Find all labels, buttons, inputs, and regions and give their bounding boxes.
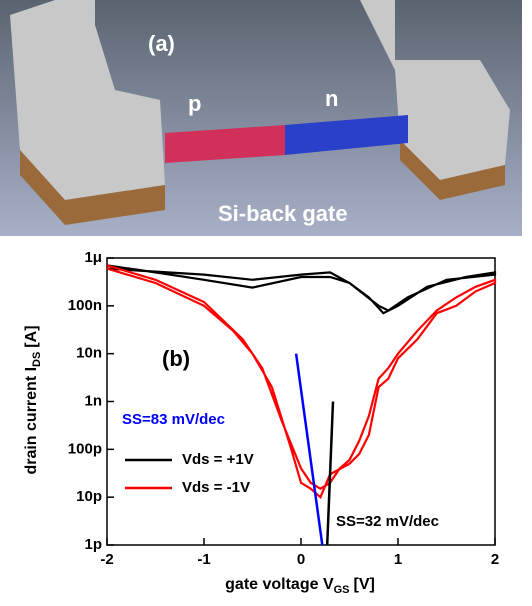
x-label-sub: GS <box>334 584 350 596</box>
figure: (a) p n Si-back gate (b) gate voltage VG… <box>0 0 532 601</box>
y-tick-label: 1μ <box>84 249 102 266</box>
p-label: p <box>188 91 201 116</box>
n-label: n <box>325 86 338 111</box>
page: {"figure": {"panel_label": "(a)", "p_lab… <box>0 0 532 601</box>
y-label-sub: DS <box>31 352 43 367</box>
y-tick-label: 10p <box>76 488 102 505</box>
y-tick-label: 1n <box>84 392 102 409</box>
y-tick-label: 1p <box>84 536 102 553</box>
plot-frame <box>107 258 495 545</box>
series-line <box>107 265 495 313</box>
panel-label: (a) <box>148 31 175 56</box>
y-axis-label: drain current IDS [A] <box>23 325 43 474</box>
device-render: (a) p n Si-back gate <box>0 0 522 236</box>
y-label-text: drain current I <box>23 367 40 475</box>
x-label-unit: [V] <box>354 576 375 593</box>
chart: (b) gate voltage VGS [V] drain current ID… <box>23 249 499 596</box>
annotation: SS=83 mV/dec <box>122 411 225 428</box>
x-axis-label: gate voltage VGS [V] <box>225 576 375 596</box>
x-tick-label: -2 <box>100 551 113 568</box>
x-tick-label: -1 <box>197 551 210 568</box>
y-tick-label: 100n <box>68 297 102 314</box>
legend-label: Vds = -1V <box>182 479 250 496</box>
y-label-unit: [A] <box>23 325 40 347</box>
gate-label: Si-back gate <box>218 201 348 226</box>
y-tick-label: 10n <box>76 345 102 362</box>
x-label-text: gate voltage V <box>225 576 334 593</box>
annotation: SS=32 mV/dec <box>336 513 439 530</box>
y-tick-label: 100p <box>68 440 102 457</box>
x-tick-label: 0 <box>297 551 305 568</box>
fit-line <box>296 354 322 545</box>
legend-label: Vds = +1V <box>182 451 254 468</box>
x-tick-label: 2 <box>491 551 499 568</box>
panel-label: (b) <box>162 346 190 371</box>
x-tick-label: 1 <box>394 551 402 568</box>
